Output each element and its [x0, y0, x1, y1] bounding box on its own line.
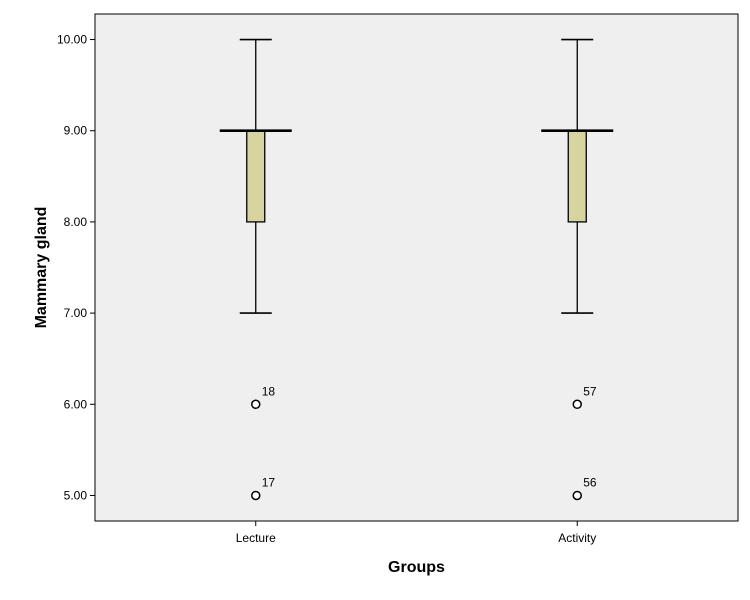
- x-axis: Lecture Activity: [236, 521, 596, 545]
- outlier-label: 17: [262, 475, 276, 489]
- outlier-label: 57: [583, 384, 597, 398]
- boxes: 18 17 57 56: [219, 38, 614, 501]
- outlier-point: [572, 399, 582, 410]
- y-axis-title: Mammary gland: [33, 207, 50, 329]
- box: [246, 130, 266, 223]
- outlier-label: 18: [262, 384, 276, 398]
- y-axis: 5.00 6.00 7.00 8.00 9.00 10.00: [57, 33, 95, 502]
- x-tick-label: Lecture: [236, 531, 276, 545]
- x-axis-title: Groups: [388, 559, 445, 576]
- outlier-point: [251, 399, 261, 410]
- x-tick-label: Activity: [558, 531, 596, 545]
- outlier-label: 56: [583, 475, 597, 489]
- y-tick-label: 9.00: [64, 124, 88, 138]
- box: [567, 130, 587, 223]
- y-tick-label: 7.00: [64, 306, 88, 320]
- y-tick-label: 6.00: [64, 397, 88, 411]
- y-tick-label: 5.00: [64, 488, 88, 502]
- y-tick-label: 8.00: [64, 215, 88, 229]
- plot-area: [94, 13, 739, 522]
- outlier-point: [251, 490, 261, 501]
- outlier-point: [572, 490, 582, 501]
- y-tick-label: 10.00: [57, 33, 87, 47]
